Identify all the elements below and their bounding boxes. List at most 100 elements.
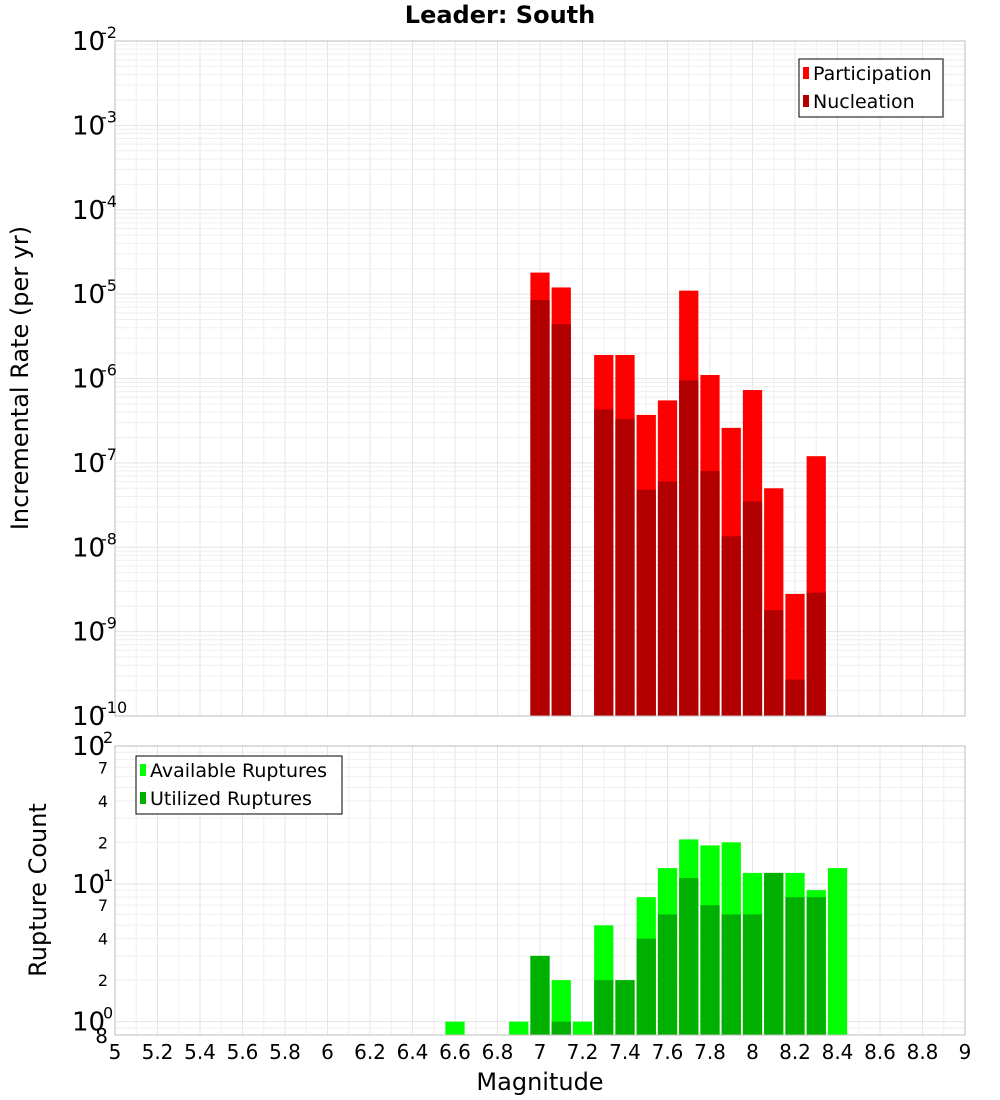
utilized-ruptures-bar (594, 980, 614, 1035)
x-tick-label: 7.8 (694, 1040, 726, 1064)
x-tick-label: 6.4 (397, 1040, 429, 1064)
legend-swatch-participation (803, 67, 809, 79)
y-tick-exponent: 2 (103, 728, 113, 747)
x-tick-label: 8 (746, 1040, 759, 1064)
y-tick-label: 10 (72, 702, 105, 732)
y-tick-label: 10 (72, 280, 105, 310)
y-tick-label: 10 (72, 732, 105, 762)
y-tick-label: 10 (72, 196, 105, 226)
utilized-ruptures-bar (657, 914, 678, 1035)
x-tick-label: 8.6 (864, 1040, 896, 1064)
y-tick-label: 10 (72, 533, 105, 563)
y-tick-exponent: -3 (101, 107, 117, 126)
nucleation-bar (594, 409, 614, 716)
utilized-ruptures-bar (530, 955, 550, 1035)
nucleation-bar (657, 481, 678, 716)
x-tick-label: 6.2 (354, 1040, 386, 1064)
available-ruptures-bar (551, 980, 571, 1035)
y-tick-exponent: -9 (101, 614, 117, 633)
x-tick-label: 6.6 (439, 1040, 471, 1064)
available-ruptures-bar (509, 1021, 529, 1035)
y-tick-exponent: -8 (101, 529, 117, 548)
nucleation-bar (679, 380, 699, 716)
bottom-bars (445, 839, 848, 1035)
nucleation-bar (615, 419, 635, 716)
legend-swatch-nucleation (803, 95, 809, 107)
x-tick-label: 5.8 (269, 1040, 301, 1064)
nucleation-bar (764, 610, 784, 716)
y-tick-label: 10 (72, 111, 105, 141)
bottom-legend-box (135, 755, 343, 815)
y-tick-exponent: -5 (101, 276, 117, 295)
x-tick-label: 5.4 (184, 1040, 216, 1064)
y-tick-label: 10 (72, 870, 105, 900)
top-legend-box (798, 58, 944, 118)
x-axis-label: Magnitude (476, 1068, 603, 1096)
y-tick-exponent: -2 (101, 23, 117, 42)
y-minor-tick-label: 4 (98, 930, 108, 949)
x-tick-label: 8.2 (779, 1040, 811, 1064)
y-minor-tick-label: 2 (98, 833, 108, 852)
y-minor-tick-label: 7 (98, 896, 108, 915)
x-tick-label: 8.8 (907, 1040, 939, 1064)
nucleation-bar (530, 300, 550, 716)
utilized-ruptures-bar (742, 914, 763, 1035)
x-tick-label: 8.4 (822, 1040, 854, 1064)
x-tick-label: 6 (321, 1040, 334, 1064)
bottom-plot-frame (114, 745, 966, 1036)
x-tick-label: 7.6 (652, 1040, 684, 1064)
y-tick-label: 10 (72, 618, 105, 648)
utilized-ruptures-bar (764, 872, 784, 1035)
available-ruptures-bar (827, 868, 848, 1035)
nucleation-bar (742, 501, 763, 716)
x-tick-label: 9 (959, 1040, 972, 1064)
y-tick-exponent: -10 (101, 698, 127, 717)
nucleation-bar (806, 592, 826, 716)
legend-swatch-available-ruptures (140, 764, 146, 776)
x-tick-label: 5 (109, 1040, 122, 1064)
legend-label-nucleation: Nucleation (813, 91, 915, 113)
y-tick-exponent: 1 (103, 866, 113, 885)
nucleation-bar (551, 324, 571, 716)
y-tick-label: 10 (72, 365, 105, 395)
y-tick-label: 10 (72, 449, 105, 479)
bottom-legend: Available Ruptures Utilized Ruptures (135, 755, 343, 815)
chart-title: Leader: South (405, 1, 595, 29)
y-tick-exponent: -4 (101, 192, 117, 211)
utilized-ruptures-bar (721, 914, 741, 1035)
y-minor-tick-label: 4 (98, 792, 108, 811)
y-tick-exponent: -6 (101, 361, 117, 380)
legend-label-participation: Participation (813, 63, 932, 85)
utilized-ruptures-bar (636, 938, 656, 1035)
x-tick-label: 5.2 (142, 1040, 174, 1064)
y-tick-label: 10 (72, 27, 105, 57)
y-bottom-tick-label: 8 (95, 1024, 108, 1048)
x-tick-label: 5.6 (227, 1040, 259, 1064)
x-tick-label: 6.8 (482, 1040, 514, 1064)
utilized-ruptures-bar (551, 1021, 571, 1035)
y-tick-label: 10 (72, 1008, 105, 1038)
utilized-ruptures-bar (700, 905, 720, 1035)
top-legend: Participation Nucleation (798, 58, 944, 118)
utilized-ruptures-bar (615, 980, 635, 1035)
y-tick-exponent: -7 (101, 445, 117, 464)
y-minor-tick-label: 7 (98, 758, 108, 777)
legend-label-available-ruptures: Available Ruptures (150, 760, 327, 782)
y-minor-tick-label: 2 (98, 971, 108, 990)
legend-label-utilized-ruptures: Utilized Ruptures (150, 788, 312, 810)
nucleation-bar (785, 679, 805, 716)
nucleation-bar (636, 489, 656, 716)
top-y-axis-label: Incremental Rate (per yr) (6, 226, 34, 530)
utilized-ruptures-bar (679, 878, 699, 1035)
x-tick-label: 7.2 (567, 1040, 599, 1064)
available-ruptures-bar (572, 1021, 593, 1035)
nucleation-bar (721, 536, 741, 716)
utilized-ruptures-bar (785, 897, 805, 1035)
top-plot-frame (114, 40, 966, 717)
bottom-y-axis-label: Rupture Count (24, 803, 52, 977)
nucleation-bar (700, 471, 720, 716)
available-ruptures-bar (445, 1021, 465, 1035)
